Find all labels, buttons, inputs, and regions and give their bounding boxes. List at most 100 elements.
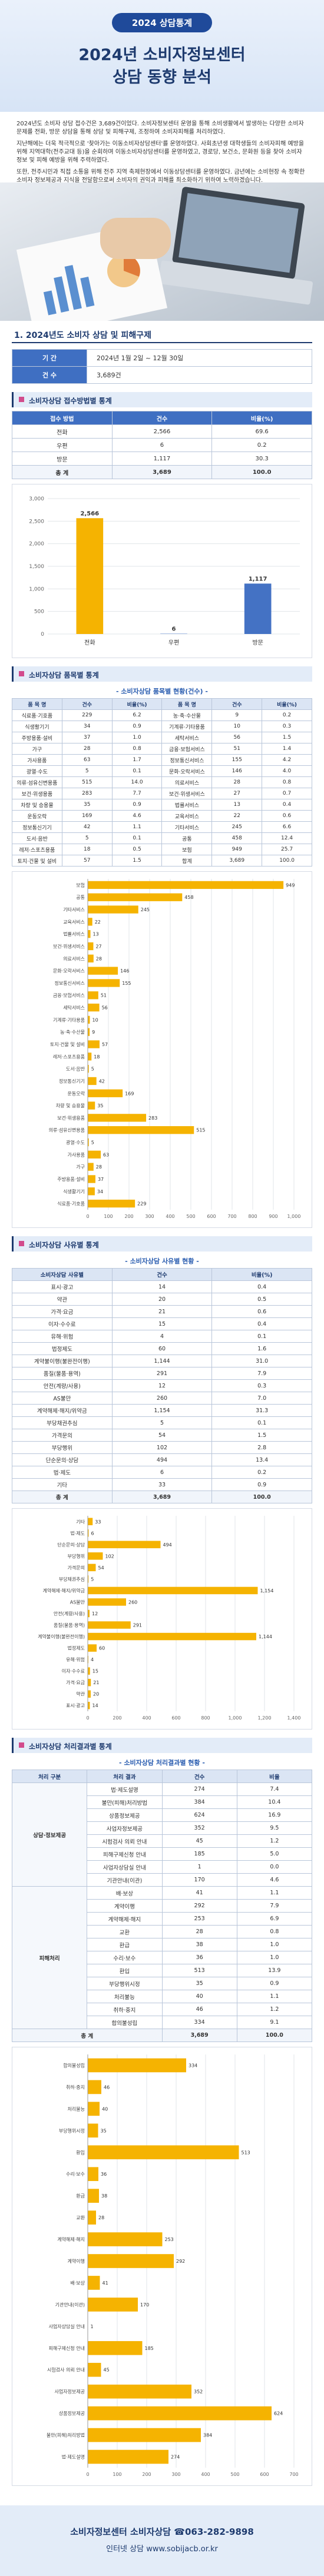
value-label: 9 <box>92 1030 95 1035</box>
table-row: 가구 28 0.8 금융·보험서비스 51 1.4 <box>12 743 312 755</box>
y-tick-label: 토지·건물 및 설비 <box>50 1041 85 1047</box>
table-row: 약관 20 0.5 <box>12 1293 312 1306</box>
bar <box>88 2384 191 2399</box>
y-tick-label: 배·보상 <box>70 2280 85 2286</box>
table-cell: 245 <box>211 821 263 833</box>
value-label: 229 <box>137 1201 146 1207</box>
table-cell: 13 <box>211 799 263 811</box>
table-cell: 7.4 <box>236 1782 313 1796</box>
period-table: 기 간 2024년 1월 2일 ~ 12월 30일 건 수 3,689건 <box>12 349 312 384</box>
table-header: 건수 <box>211 698 263 710</box>
header: 2024 상담통계 2024년 소비자정보센터 상담 동향 분석 <box>0 0 324 112</box>
table-cell: 차량 및 승용물 <box>12 799 62 811</box>
bar <box>88 1621 131 1629</box>
table-cell: 도서·음반 <box>12 832 62 844</box>
table-row: 품질(물품·용역) 291 7.9 <box>12 1367 312 1380</box>
table-cell: 기타서비스 <box>161 821 213 833</box>
y-tick-label: 기계류·기타용품 <box>53 1017 85 1023</box>
table-row: 기 간 2024년 1월 2일 ~ 12월 30일 <box>12 349 312 367</box>
table-cell: 57 <box>61 855 113 867</box>
table-row: 총 계 3,689 100.0 <box>12 2029 313 2042</box>
table-cell: 38 <box>161 1938 237 1951</box>
bar <box>88 2167 98 2182</box>
bar <box>88 2232 163 2246</box>
table-cell: 9.5 <box>236 1821 313 1835</box>
table-header-row: 품 목 명 건수 비율(%) 품 목 명 건수 비율(%) <box>12 698 312 710</box>
table-cell: 전화 <box>12 424 113 439</box>
bar <box>88 1529 89 1537</box>
table-cell: 1.5 <box>262 732 312 743</box>
table-cell: 9.1 <box>236 2016 313 2029</box>
x-tick-label: 0 <box>86 1715 89 1721</box>
table-cell: 정보통신기기 <box>12 821 62 833</box>
y-tick-label: 품질(물품·용역) <box>54 1622 85 1628</box>
bar <box>88 1199 135 1208</box>
title-line: 2024년 소비자정보센터 <box>78 46 246 64</box>
table-cell: 40 <box>161 1990 237 2003</box>
table-cell: 3,689 <box>211 855 263 867</box>
y-tick-label: 계약해제·해지/위약금 <box>43 1588 85 1594</box>
value-label: 253 <box>165 2237 174 2242</box>
table-cell: 법률서비스 <box>161 799 213 811</box>
table-row: 표시·광고 14 0.4 <box>12 1280 312 1293</box>
table-cell: 0.3 <box>262 721 312 732</box>
table-cell: 169 <box>61 810 113 822</box>
table-cell: 환급 <box>87 1938 163 1951</box>
table-cell: 식료품·기호품 <box>12 709 62 721</box>
table-row: 도서·음반 5 0.1 공통 458 12.4 <box>12 832 312 844</box>
table-cell: 283 <box>61 788 113 799</box>
table-cell: 기관안내(이관) <box>87 1873 163 1887</box>
bar <box>76 518 104 634</box>
table-cell: 환입 <box>87 1964 163 1977</box>
value-label: 56 <box>102 1005 108 1011</box>
table-cell: 51 <box>211 743 263 755</box>
value-label: 169 <box>125 1091 134 1096</box>
table-cell: 28 <box>161 1925 237 1938</box>
x-tick-label: 900 <box>269 1214 277 1219</box>
table-cell: 배·보상 <box>87 1886 163 1900</box>
y-tick-label: 2,500 <box>29 519 44 525</box>
title-line: 상담 동향 분석 <box>113 68 211 87</box>
table-cell: 0.0 <box>236 1860 313 1874</box>
table-cell: 170 <box>161 1873 237 1887</box>
table-cell: 63 <box>61 754 113 766</box>
table-cell: 6.9 <box>236 1912 313 1926</box>
y-tick-label: 교환 <box>76 2215 85 2220</box>
items-table: 품 목 명 건수 비율(%) 품 목 명 건수 비율(%) 식료품·기호품 229 6.2 농·축… <box>12 698 312 867</box>
value-label: 352 <box>194 2389 203 2395</box>
table-cell: 10.4 <box>236 1795 313 1809</box>
value-label: 5 <box>91 1140 94 1146</box>
table-cell: 27 <box>211 788 263 799</box>
y-tick-label: 약관 <box>76 1691 85 1697</box>
value-label: 27 <box>95 944 101 949</box>
bar <box>88 991 98 1000</box>
table-cell: 4.6 <box>111 810 163 822</box>
x-tick-label: 1,200 <box>258 1715 272 1721</box>
x-tick-label: 200 <box>142 2472 151 2477</box>
table-cell: 20 <box>111 1293 213 1306</box>
table-cell: 9 <box>211 709 263 721</box>
x-tick-label: 800 <box>248 1214 257 1219</box>
table-header: 건수 <box>111 411 213 425</box>
bar <box>88 954 94 962</box>
value-label: 12 <box>92 1611 98 1616</box>
y-tick-label: 합의불성립 <box>63 2062 85 2068</box>
table-cell: 1.7 <box>111 754 163 766</box>
table-header: 처리 결과 <box>87 1770 163 1783</box>
table-cell: 2.8 <box>211 1441 312 1454</box>
bar <box>88 1552 103 1560</box>
y-tick-label: 이자·수수료 <box>62 1668 85 1674</box>
badge: 2024 상담통계 <box>111 13 213 32</box>
table-cell: 0.1 <box>211 1330 312 1343</box>
x-tick-label: 300 <box>145 1214 154 1219</box>
table-cell: 0.9 <box>111 721 163 732</box>
bar <box>88 1175 95 1183</box>
value-label: 38 <box>101 2193 107 2199</box>
table-cell: AS불만 <box>12 1392 113 1405</box>
y-tick-label: 교육서비스 <box>63 919 85 925</box>
bar <box>88 967 118 975</box>
table-key: 건 수 <box>12 366 87 384</box>
table-cell: 레저·스포츠용품 <box>12 844 62 855</box>
y-tick-label: 계약불이행(불완전이행) <box>38 1634 85 1639</box>
bar <box>88 1518 93 1526</box>
